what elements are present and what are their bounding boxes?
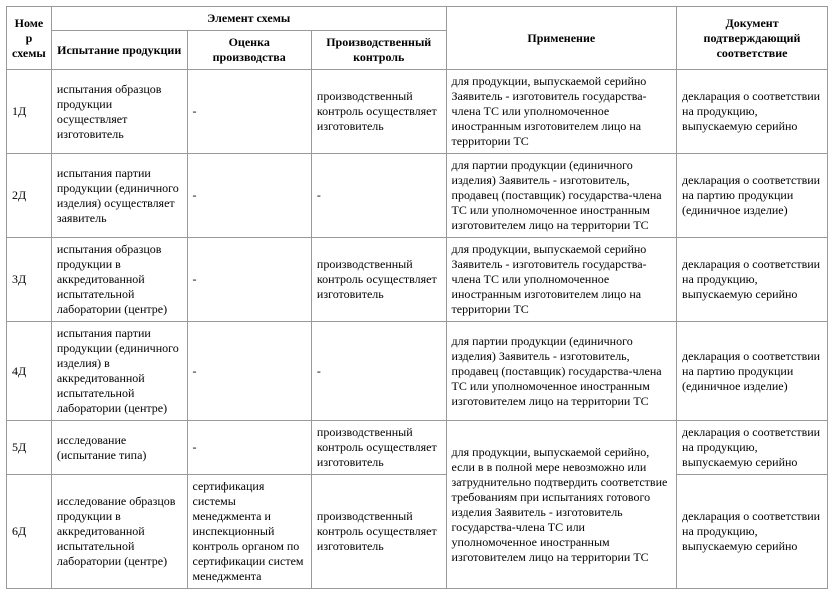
cell-num: 1Д bbox=[7, 70, 52, 154]
cell-eval: - bbox=[187, 70, 311, 154]
cell-ctrl: производственный контроль осуществляет и… bbox=[311, 421, 446, 475]
cell-test: исследование (испытание типа) bbox=[51, 421, 187, 475]
cell-num: 2Д bbox=[7, 154, 52, 238]
cell-doc: декларация о соответствии на продукцию, … bbox=[677, 475, 828, 589]
table-row: 6Д исследование образцов продукции в акк… bbox=[7, 475, 828, 589]
cell-doc: декларация о соответствии на продукцию, … bbox=[677, 238, 828, 322]
cell-test: исследование образцов продукции в аккред… bbox=[51, 475, 187, 589]
cell-num: 3Д bbox=[7, 238, 52, 322]
cell-app: для партии продукции (единичного изделия… bbox=[446, 154, 676, 238]
table-row: 3Д испытания образцов продукции в аккред… bbox=[7, 238, 828, 322]
cell-app: для продукции, выпускаемой серийно Заяви… bbox=[446, 70, 676, 154]
header-element: Элемент схемы bbox=[51, 7, 446, 31]
cell-eval: - bbox=[187, 238, 311, 322]
header-document: Документ подтверждающий соответствие bbox=[677, 7, 828, 70]
header-row-1: Номер схемы Элемент схемы Применение Док… bbox=[7, 7, 828, 31]
cell-test: испытания образцов продукции в аккредито… bbox=[51, 238, 187, 322]
schemes-table: Номер схемы Элемент схемы Применение Док… bbox=[6, 6, 828, 589]
cell-doc: декларация о соответствии на продукцию, … bbox=[677, 421, 828, 475]
table-row: 5Д исследование (испытание типа) - произ… bbox=[7, 421, 828, 475]
header-evaluation: Оценка производства bbox=[187, 31, 311, 70]
table-row: 1Д испытания образцов продукции осуществ… bbox=[7, 70, 828, 154]
cell-ctrl: производственный контроль осуществляет и… bbox=[311, 475, 446, 589]
cell-num: 6Д bbox=[7, 475, 52, 589]
cell-test: испытания образцов продукции осуществляе… bbox=[51, 70, 187, 154]
cell-test: испытания партии продукции (единичного и… bbox=[51, 322, 187, 421]
cell-app-merged: для продукции, выпускаемой серийно, если… bbox=[446, 421, 676, 589]
header-control: Производственный контроль bbox=[311, 31, 446, 70]
cell-test: испытания партии продукции (единичного и… bbox=[51, 154, 187, 238]
cell-ctrl: - bbox=[311, 322, 446, 421]
table-row: 2Д испытания партии продукции (единичног… bbox=[7, 154, 828, 238]
header-scheme-no: Номер схемы bbox=[7, 7, 52, 70]
cell-eval: - bbox=[187, 322, 311, 421]
header-testing: Испытание продукции bbox=[51, 31, 187, 70]
cell-ctrl: производственный контроль осуществляет и… bbox=[311, 70, 446, 154]
cell-eval: - bbox=[187, 421, 311, 475]
cell-doc: декларация о соответствии на партию прод… bbox=[677, 154, 828, 238]
cell-eval: сертификация системы менеджмента и инспе… bbox=[187, 475, 311, 589]
cell-num: 4Д bbox=[7, 322, 52, 421]
cell-eval: - bbox=[187, 154, 311, 238]
cell-doc: декларация о соответствии на партию прод… bbox=[677, 322, 828, 421]
table-row: 4Д испытания партии продукции (единичног… bbox=[7, 322, 828, 421]
header-application: Применение bbox=[446, 7, 676, 70]
cell-ctrl: производственный контроль осуществляет и… bbox=[311, 238, 446, 322]
cell-ctrl: - bbox=[311, 154, 446, 238]
cell-doc: декларация о соответствии на продукцию, … bbox=[677, 70, 828, 154]
cell-num: 5Д bbox=[7, 421, 52, 475]
cell-app: для партии продукции (единичного изделия… bbox=[446, 322, 676, 421]
cell-app: для продукции, выпускаемой серийно Заяви… bbox=[446, 238, 676, 322]
